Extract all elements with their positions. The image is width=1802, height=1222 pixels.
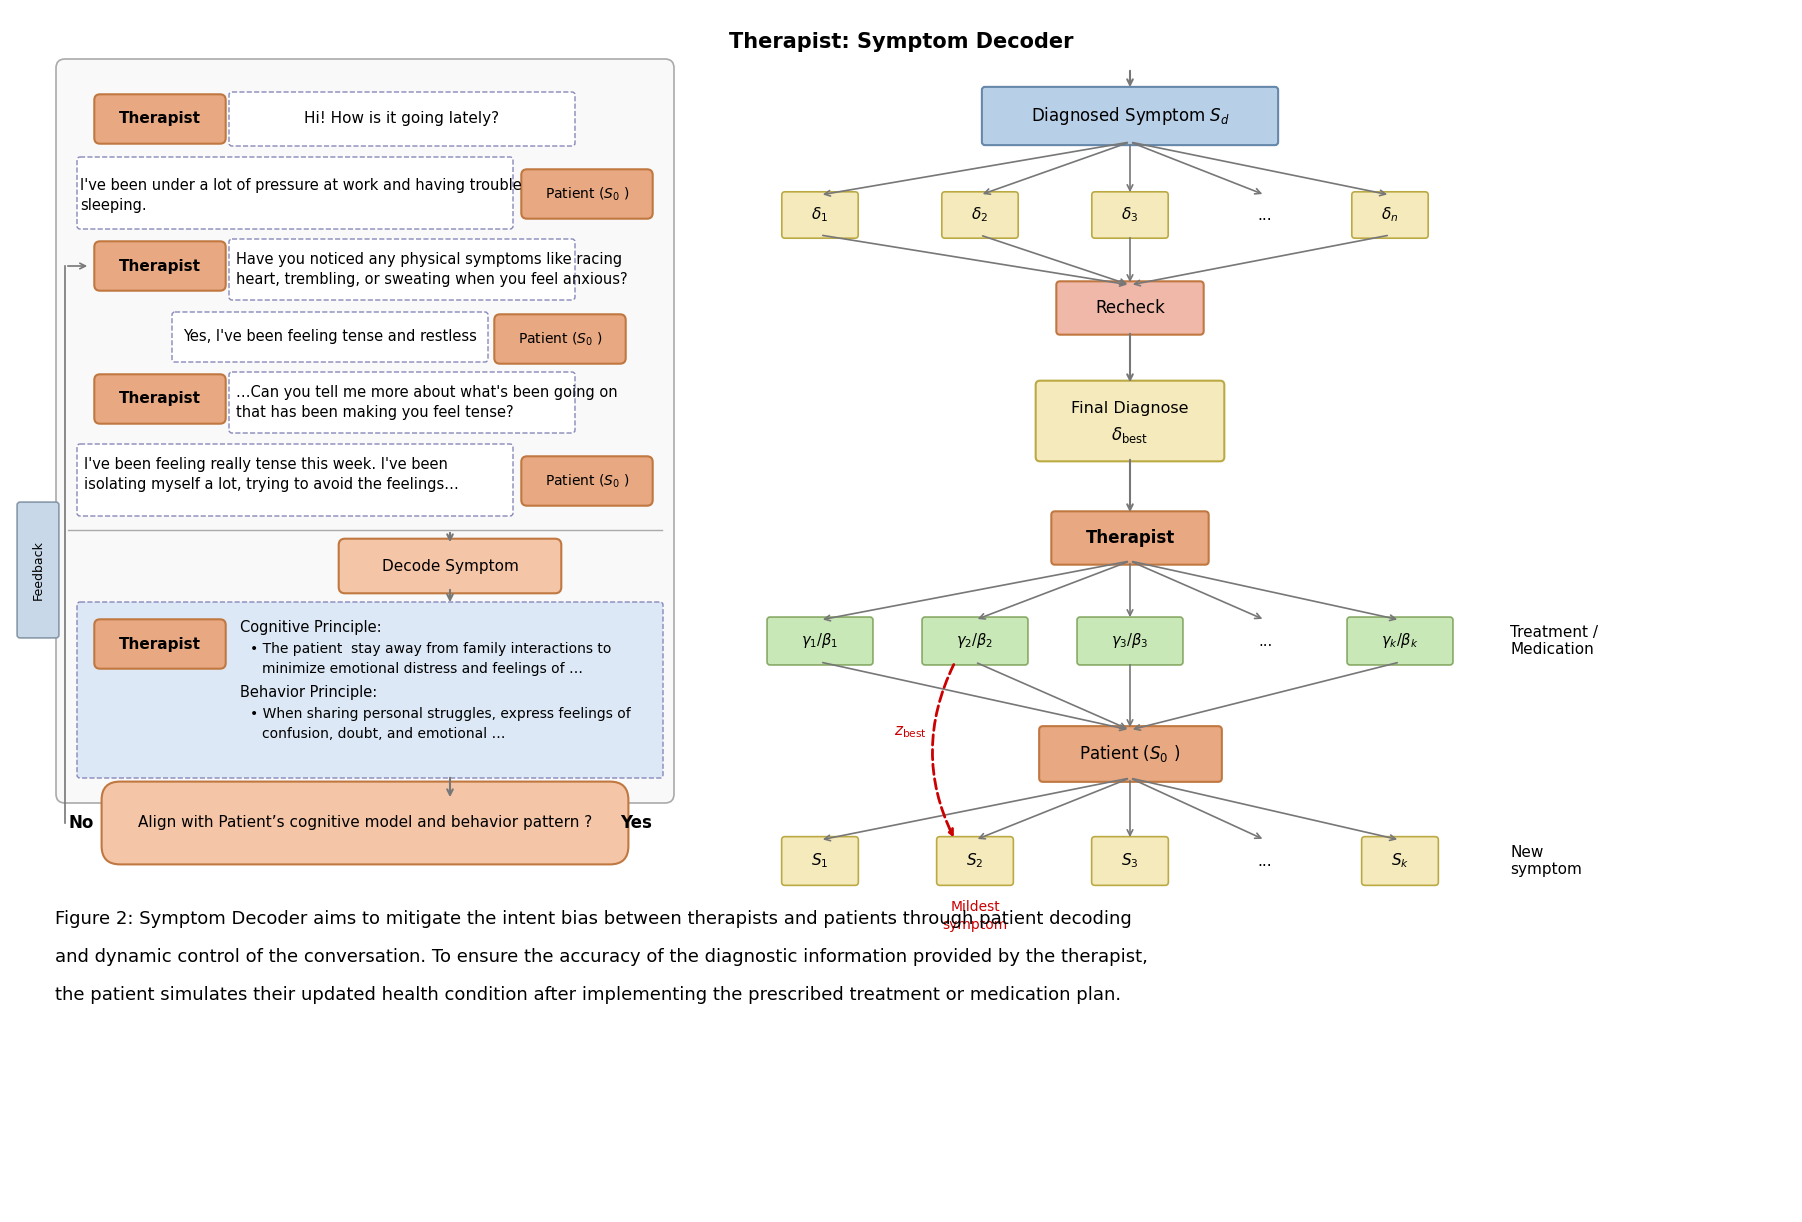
FancyBboxPatch shape (94, 94, 225, 144)
FancyBboxPatch shape (1352, 192, 1429, 238)
Text: Cognitive Principle:: Cognitive Principle: (240, 620, 382, 635)
Text: I've been feeling really tense this week. I've been: I've been feeling really tense this week… (85, 457, 449, 472)
FancyBboxPatch shape (937, 837, 1013, 886)
Text: Yes, I've been feeling tense and restless: Yes, I've been feeling tense and restles… (184, 330, 478, 345)
Text: Patient ($S_0$ ): Patient ($S_0$ ) (544, 472, 629, 490)
Text: ...: ... (1258, 853, 1272, 869)
FancyBboxPatch shape (1040, 726, 1222, 782)
Text: $z_\mathrm{best}$: $z_\mathrm{best}$ (894, 725, 926, 739)
Text: that has been making you feel tense?: that has been making you feel tense? (236, 404, 514, 420)
FancyBboxPatch shape (77, 156, 514, 229)
FancyBboxPatch shape (1092, 837, 1168, 886)
Text: Figure 2: Symptom Decoder aims to mitigate the intent bias between therapists an: Figure 2: Symptom Decoder aims to mitiga… (56, 910, 1132, 927)
Text: Mildest: Mildest (950, 899, 1000, 914)
FancyBboxPatch shape (101, 782, 629, 864)
Text: $S_k$: $S_k$ (1391, 852, 1409, 870)
Text: • When sharing personal struggles, express feelings of: • When sharing personal struggles, expre… (250, 708, 631, 721)
FancyBboxPatch shape (768, 617, 872, 665)
Text: ...: ... (1258, 633, 1272, 649)
FancyBboxPatch shape (77, 602, 663, 778)
Text: $\delta_2$: $\delta_2$ (971, 205, 989, 225)
FancyBboxPatch shape (77, 444, 514, 516)
FancyBboxPatch shape (18, 502, 59, 638)
FancyBboxPatch shape (521, 170, 652, 219)
FancyBboxPatch shape (1362, 837, 1438, 886)
Text: $\gamma_k/\beta_k$: $\gamma_k/\beta_k$ (1380, 632, 1418, 650)
Text: symptom: symptom (942, 918, 1007, 932)
Text: $\gamma_2/\beta_2$: $\gamma_2/\beta_2$ (957, 632, 993, 650)
Text: • The patient  stay away from family interactions to: • The patient stay away from family inte… (250, 642, 611, 656)
Text: No: No (68, 814, 94, 832)
FancyBboxPatch shape (942, 192, 1018, 238)
Text: Diagnosed Symptom $S_d$: Diagnosed Symptom $S_d$ (1031, 105, 1229, 127)
FancyBboxPatch shape (1092, 192, 1168, 238)
Text: ...: ... (1258, 208, 1272, 222)
Text: and dynamic control of the conversation. To ensure the accuracy of the diagnosti: and dynamic control of the conversation.… (56, 948, 1148, 967)
FancyBboxPatch shape (782, 192, 858, 238)
Text: $S_2$: $S_2$ (966, 852, 984, 870)
FancyBboxPatch shape (94, 620, 225, 668)
Text: sleeping.: sleeping. (79, 198, 146, 213)
Text: Patient ($S_0$ ): Patient ($S_0$ ) (1079, 743, 1180, 765)
Text: Have you noticed any physical symptoms like racing: Have you noticed any physical symptoms l… (236, 252, 622, 266)
Text: Yes: Yes (620, 814, 652, 832)
Text: Align with Patient’s cognitive model and behavior pattern ?: Align with Patient’s cognitive model and… (139, 815, 593, 831)
Text: $\delta_3$: $\delta_3$ (1121, 205, 1139, 225)
Text: $S_3$: $S_3$ (1121, 852, 1139, 870)
Text: $\delta_n$: $\delta_n$ (1382, 205, 1398, 225)
FancyBboxPatch shape (1078, 617, 1182, 665)
Text: $\delta_\mathrm{best}$: $\delta_\mathrm{best}$ (1112, 425, 1148, 445)
Text: Behavior Principle:: Behavior Principle: (240, 686, 377, 700)
Text: New
symptom: New symptom (1510, 844, 1582, 877)
Text: $S_1$: $S_1$ (811, 852, 829, 870)
Text: Final Diagnose: Final Diagnose (1070, 401, 1189, 415)
Text: Therapist: Symptom Decoder: Therapist: Symptom Decoder (728, 32, 1074, 53)
Text: I've been under a lot of pressure at work and having trouble: I've been under a lot of pressure at wor… (79, 178, 523, 193)
Text: Therapist: Therapist (119, 391, 202, 407)
Text: $\delta_1$: $\delta_1$ (811, 205, 829, 225)
Text: …Can you tell me more about what's been going on: …Can you tell me more about what's been … (236, 385, 618, 400)
FancyBboxPatch shape (229, 240, 575, 299)
FancyBboxPatch shape (1348, 617, 1452, 665)
Text: $\gamma_1/\beta_1$: $\gamma_1/\beta_1$ (802, 632, 838, 650)
Text: confusion, doubt, and emotional …: confusion, doubt, and emotional … (261, 727, 506, 741)
Text: Therapist: Therapist (119, 637, 202, 651)
FancyBboxPatch shape (339, 539, 560, 594)
Text: Patient ($S_0$ ): Patient ($S_0$ ) (517, 330, 602, 348)
Text: Therapist: Therapist (1085, 529, 1175, 547)
FancyBboxPatch shape (229, 371, 575, 433)
Text: heart, trembling, or sweating when you feel anxious?: heart, trembling, or sweating when you f… (236, 273, 627, 287)
Text: Treatment /
Medication: Treatment / Medication (1510, 624, 1598, 657)
Text: Feedback: Feedback (31, 540, 45, 600)
FancyBboxPatch shape (494, 314, 625, 364)
FancyBboxPatch shape (982, 87, 1278, 145)
Text: the patient simulates their updated health condition after implementing the pres: the patient simulates their updated heal… (56, 986, 1121, 1004)
Text: Decode Symptom: Decode Symptom (382, 558, 519, 573)
Text: Therapist: Therapist (119, 259, 202, 274)
FancyBboxPatch shape (1051, 511, 1209, 565)
Text: isolating myself a lot, trying to avoid the feelings…: isolating myself a lot, trying to avoid … (85, 477, 460, 492)
FancyBboxPatch shape (521, 456, 652, 506)
Text: minimize emotional distress and feelings of …: minimize emotional distress and feelings… (261, 662, 584, 676)
FancyBboxPatch shape (56, 59, 674, 803)
FancyBboxPatch shape (94, 374, 225, 424)
FancyBboxPatch shape (923, 617, 1027, 665)
Text: $\gamma_3/\beta_3$: $\gamma_3/\beta_3$ (1112, 632, 1148, 650)
Text: Therapist: Therapist (119, 111, 202, 127)
FancyBboxPatch shape (782, 837, 858, 886)
FancyBboxPatch shape (171, 312, 488, 362)
Text: Recheck: Recheck (1096, 299, 1164, 316)
FancyBboxPatch shape (94, 241, 225, 291)
FancyBboxPatch shape (1036, 381, 1224, 462)
Text: Patient ($S_0$ ): Patient ($S_0$ ) (544, 186, 629, 203)
Text: Hi! How is it going lately?: Hi! How is it going lately? (305, 111, 499, 127)
FancyBboxPatch shape (229, 92, 575, 145)
FancyBboxPatch shape (1056, 281, 1204, 335)
